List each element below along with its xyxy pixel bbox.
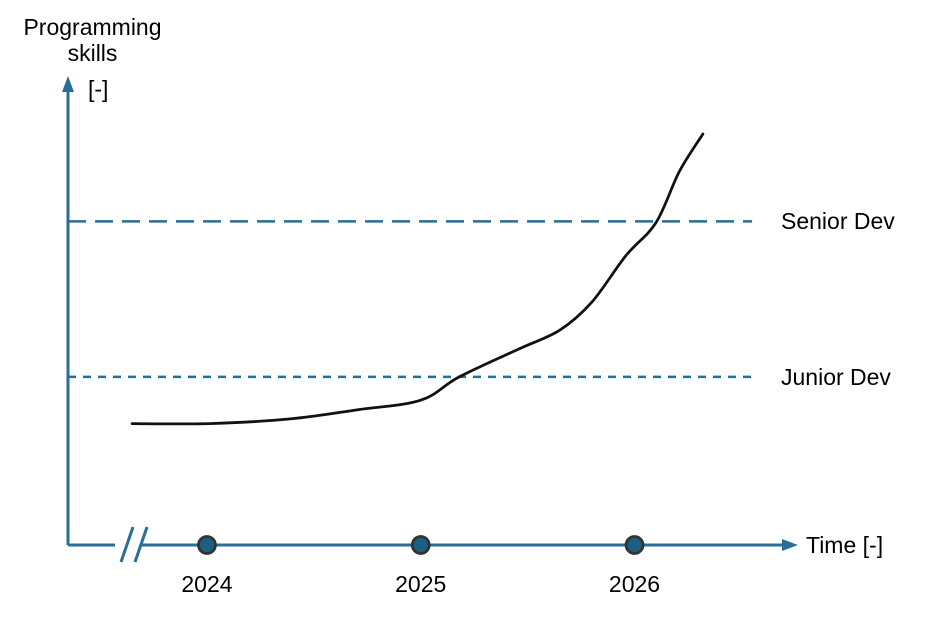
y-axis-arrowhead <box>62 76 74 92</box>
year-dot-2025 <box>410 535 431 555</box>
senior-dev-label: Senior Dev <box>781 208 895 235</box>
x-tick-label-2024: 2024 <box>181 571 233 597</box>
y-axis-title: Programming skills <box>10 14 175 66</box>
x-tick-label-2026: 2026 <box>608 571 661 597</box>
x-tick-label-2025: 2025 <box>395 571 447 597</box>
skills-curve <box>130 132 705 426</box>
x-axis-unit: [-] <box>862 532 884 558</box>
year-dot-2026 <box>624 535 645 555</box>
y-axis-title-line1: Programming <box>23 14 162 40</box>
x-axis-title: Time [-] <box>806 532 883 558</box>
axis-break-mark-2 <box>133 526 149 563</box>
junior-dev-label: Junior Dev <box>781 363 891 390</box>
y-axis-title-line2: skills <box>67 40 118 66</box>
x-axis-label: Time <box>806 532 857 558</box>
x-axis-arrowhead <box>782 539 798 551</box>
year-dot-2024 <box>197 535 217 555</box>
axis-break-mark-1 <box>119 526 135 563</box>
y-axis-unit: [-] <box>88 76 109 102</box>
